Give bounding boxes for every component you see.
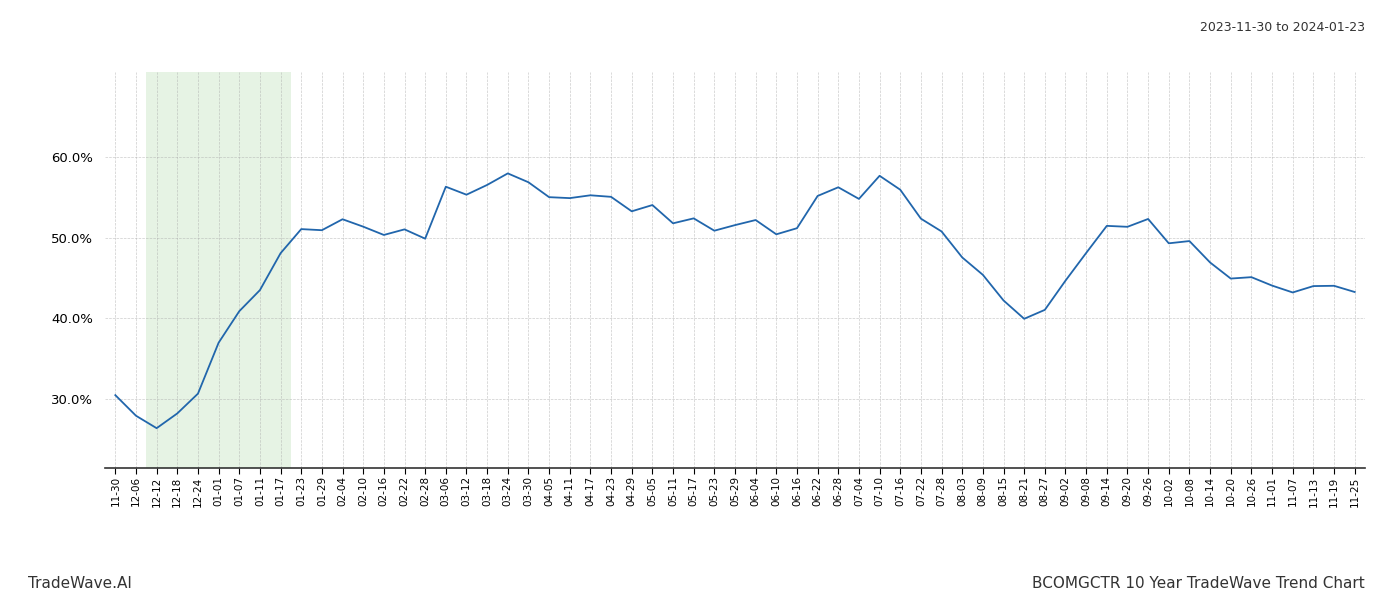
Text: BCOMGCTR 10 Year TradeWave Trend Chart: BCOMGCTR 10 Year TradeWave Trend Chart <box>1032 576 1365 591</box>
Text: 2023-11-30 to 2024-01-23: 2023-11-30 to 2024-01-23 <box>1200 21 1365 34</box>
Bar <box>147 72 291 468</box>
Text: TradeWave.AI: TradeWave.AI <box>28 576 132 591</box>
